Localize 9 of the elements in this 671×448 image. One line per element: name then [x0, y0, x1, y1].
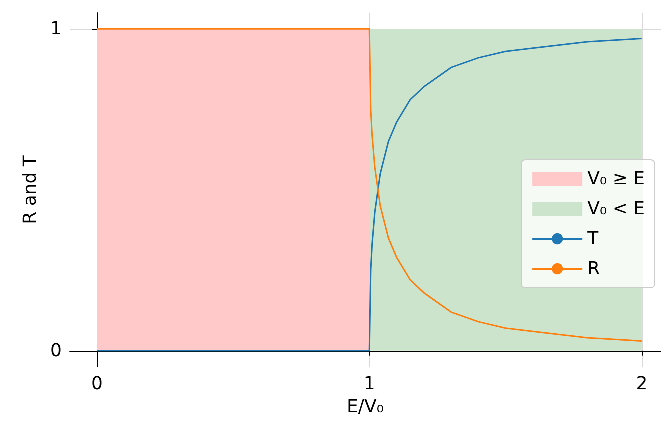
- legend-label: V₀ < E: [588, 198, 646, 220]
- legend-label: R: [588, 258, 600, 280]
- x-tick-label: 0: [92, 374, 103, 394]
- x-tick-label: 2: [636, 374, 648, 394]
- x-tick-label: 1: [364, 374, 376, 394]
- y-axis-title: R and T: [20, 154, 42, 224]
- x-axis-title: E/V₀: [347, 396, 384, 418]
- legend-label: V₀ ≥ E: [588, 168, 646, 190]
- legend-label: T: [586, 228, 600, 250]
